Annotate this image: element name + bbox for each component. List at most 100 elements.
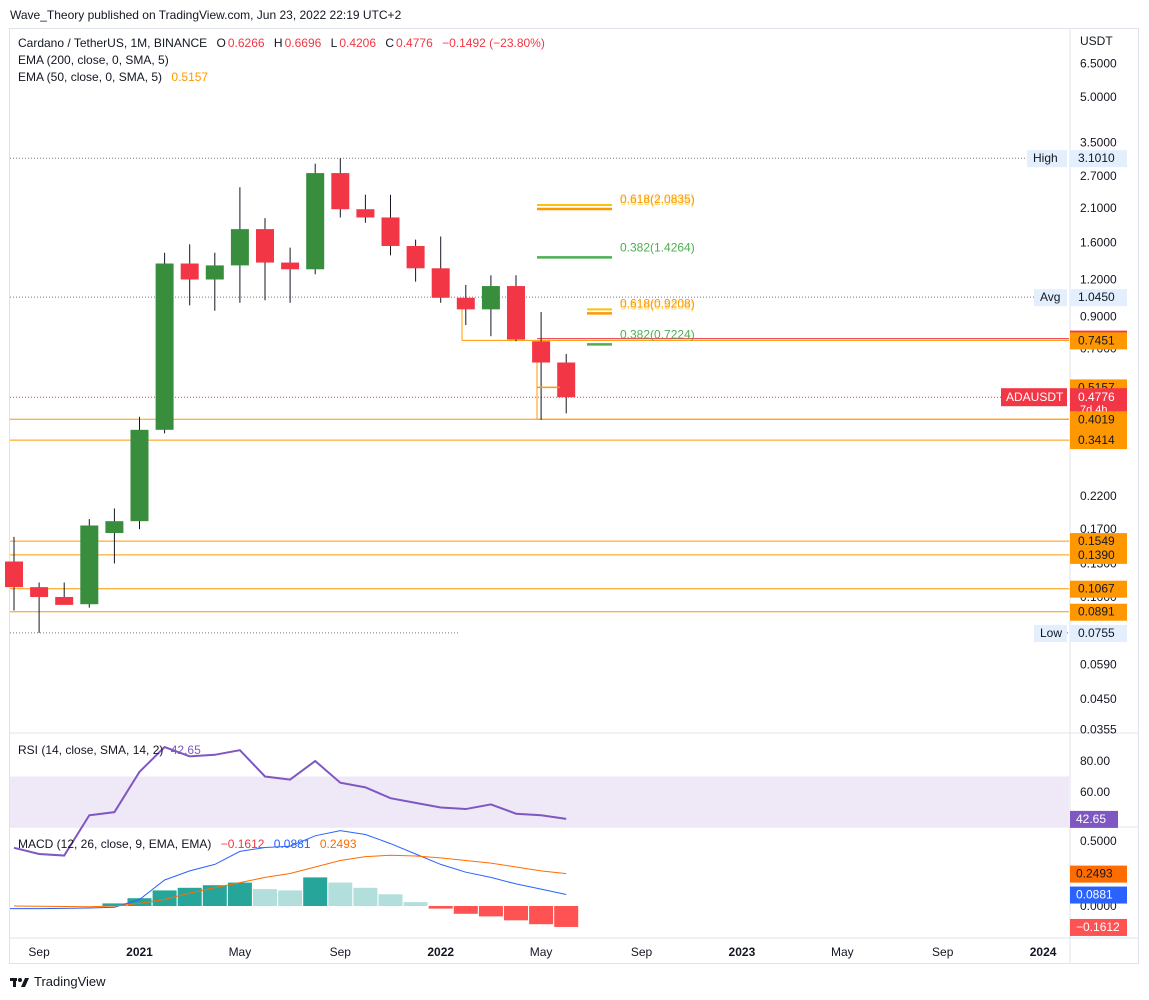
rsi-legend[interactable]: RSI (14, close, SMA, 14, 2) 42.65 — [18, 743, 203, 757]
price-tag-badge — [1034, 289, 1067, 307]
footer-brand-text: TradingView — [34, 974, 106, 989]
price-badge-value: 3.1010 — [1078, 151, 1115, 165]
y-tick-label: 0.0450 — [1080, 692, 1117, 706]
y-tick-label: 2.7000 — [1080, 169, 1117, 183]
macd-signal-value: 0.2493 — [319, 837, 357, 851]
price-badge — [1070, 624, 1127, 642]
rsi-tick-label: 80.00 — [1080, 754, 1110, 768]
candle-body — [105, 521, 124, 533]
price-badge — [1070, 150, 1127, 168]
macd-histogram-bar — [428, 906, 453, 909]
candle-body — [331, 173, 350, 210]
macd-line — [10, 830, 567, 910]
macd-histogram-bar — [478, 906, 503, 917]
macd-histogram-bar — [529, 906, 554, 925]
macd-value-badge — [1070, 865, 1127, 883]
tradingview-logo-icon — [10, 977, 29, 987]
level-badge-value: 0.1067 — [1078, 582, 1115, 596]
rsi-value: 42.65 — [170, 743, 201, 757]
ema50-value: 0.5157 — [171, 70, 209, 84]
ema50-label: EMA (50, close, 0, SMA, 5) — [18, 70, 163, 84]
level-badge-value: 0.1390 — [1078, 548, 1115, 562]
x-tick-label: 2024 — [1030, 945, 1057, 959]
rsi-value-badge-label: 42.65 — [1076, 812, 1106, 826]
x-tick-label: May — [530, 945, 553, 959]
rsi-label: RSI (14, close, SMA, 14, 2) — [18, 743, 164, 757]
level-badge — [1070, 546, 1127, 564]
price-tag-label: Avg — [1040, 290, 1060, 304]
symbol-badge-label: ADAUSDT — [1006, 390, 1064, 404]
publisher-header: Wave_Theory published on TradingView.com… — [10, 8, 402, 22]
macd-histogram-bar — [202, 885, 227, 906]
level-badge-value: 0.4019 — [1078, 412, 1115, 426]
price-badge — [1070, 289, 1127, 307]
signal-line — [13, 854, 567, 908]
y-tick-label: 1.6000 — [1080, 236, 1117, 250]
level-badge-value: 0.1549 — [1078, 534, 1115, 548]
candle-body — [30, 587, 49, 597]
candle-body — [456, 297, 475, 310]
price-badge-value: 1.0450 — [1078, 290, 1115, 304]
macd-histogram-bar — [328, 882, 353, 906]
level-badge-value: 0.3414 — [1078, 433, 1115, 447]
candle-body — [5, 561, 23, 588]
candle-body — [80, 525, 99, 605]
candle-body — [180, 263, 199, 280]
rsi-value-badge — [1070, 810, 1118, 828]
footer-brand[interactable]: TradingView — [10, 974, 106, 989]
x-tick-label: Sep — [932, 945, 954, 959]
candle-body — [130, 429, 149, 522]
rsi-tick-label: 60.00 — [1080, 785, 1110, 799]
macd-histogram-bar — [303, 877, 328, 906]
y-tick-label: 0.2200 — [1080, 489, 1117, 503]
price-tag-badge — [1034, 624, 1067, 642]
candle-body — [406, 245, 425, 269]
macd-line-value: 0.0881 — [273, 837, 311, 851]
level-badge — [1070, 533, 1127, 551]
fib-level-ghost-label: 0.618(2.0835) — [620, 194, 695, 208]
fib-level-label: 0.618(2.0835) — [620, 192, 695, 206]
macd-histogram-bar — [253, 889, 277, 906]
x-tick-label: 2023 — [729, 945, 756, 959]
candle-body — [481, 286, 500, 310]
ema50-legend[interactable]: EMA (50, close, 0, SMA, 5) 0.5157 — [18, 70, 210, 84]
price-tag-label: High — [1033, 151, 1058, 165]
macd-histogram-bar — [403, 902, 428, 906]
y-tick-label: 5.0000 — [1080, 90, 1117, 104]
macd-histogram-bar — [504, 906, 528, 921]
ema200-legend[interactable]: EMA (200, close, 0, SMA, 5) — [18, 53, 171, 67]
symbol-name: Cardano / TetherUS, 1M, BINANCE — [18, 36, 208, 50]
rsi-band — [10, 776, 1069, 827]
macd-histogram-bar — [177, 887, 202, 906]
y-tick-label: 0.0590 — [1080, 657, 1117, 671]
y-tick-label: 3.5000 — [1080, 136, 1117, 150]
candle-body — [256, 229, 274, 263]
candle-body — [431, 268, 450, 298]
candle-body — [281, 262, 300, 270]
last-price-value: 0.4776 — [1078, 390, 1115, 404]
low-label: L — [330, 36, 338, 50]
candle-body — [230, 229, 249, 266]
macd-tick-label: 0.5000 — [1080, 834, 1117, 848]
x-tick-label: Sep — [28, 945, 50, 959]
x-tick-label: Sep — [631, 945, 653, 959]
macd-legend[interactable]: MACD (12, 26, close, 9, EMA, EMA) −0.161… — [18, 837, 359, 851]
ema200-label: EMA (200, close, 0, SMA, 5) — [18, 53, 169, 67]
macd-histogram-bar — [152, 890, 177, 906]
price-badge — [1070, 332, 1127, 350]
fib-level-label: 0.618(0.9208) — [620, 296, 695, 310]
level-badge — [1070, 603, 1127, 621]
y-axis-unit: USDT — [1080, 34, 1113, 48]
close-value: 0.4776 — [396, 36, 433, 50]
candle-body — [155, 263, 174, 430]
symbol-legend[interactable]: Cardano / TetherUS, 1M, BINANCE O 0.6266 … — [18, 36, 547, 50]
macd-hist-value: −0.1612 — [220, 837, 265, 851]
macd-value-badge-label: 0.0881 — [1076, 888, 1113, 902]
level-badge — [1070, 432, 1127, 450]
fib-level-label: 0.382(1.4264) — [620, 240, 695, 254]
y-tick-label: 2.1000 — [1080, 201, 1117, 215]
macd-value-badge-label: 0.2493 — [1076, 867, 1113, 881]
macd-label: MACD (12, 26, close, 9, EMA, EMA) — [18, 837, 212, 851]
candle-body — [532, 341, 551, 363]
